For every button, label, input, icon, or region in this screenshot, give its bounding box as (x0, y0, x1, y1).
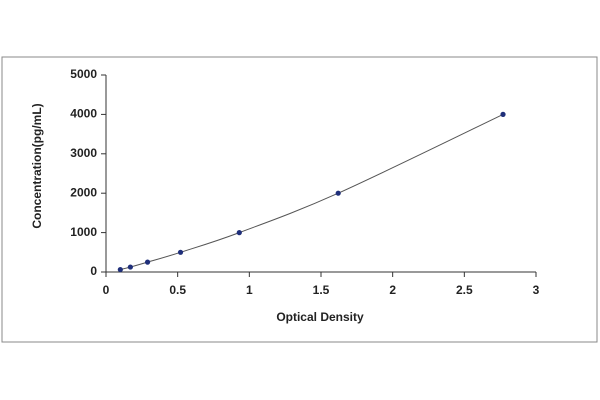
data-point (144, 259, 151, 265)
x-tick-label: 1 (246, 283, 253, 297)
y-tick-label: 5000 (70, 67, 97, 81)
data-point (177, 249, 184, 255)
fit-curve (120, 113, 504, 271)
x-tick-label: 0.5 (169, 283, 186, 297)
x-tick-label: 2.5 (456, 283, 473, 297)
y-axis-title: Concentration(pg/mL) (30, 103, 44, 228)
data-point (335, 190, 341, 196)
data-point (127, 264, 133, 270)
y-tick-label: 0 (90, 264, 97, 278)
x-tick-label: 3 (533, 283, 540, 297)
x-tick-label: 2 (389, 283, 396, 297)
y-tick-label: 2000 (70, 185, 97, 199)
data-point (236, 230, 242, 236)
data-point (500, 111, 506, 117)
x-tick-label: 1.5 (313, 283, 330, 297)
frame (1, 56, 598, 343)
y-tick-label: 3000 (70, 146, 97, 160)
x-axis-title: Optical Density (276, 310, 364, 324)
y-tick-label: 4000 (70, 107, 97, 121)
data-point (117, 266, 123, 273)
x-tick-label: 0 (103, 283, 110, 297)
y-tick-label: 1000 (70, 225, 97, 239)
